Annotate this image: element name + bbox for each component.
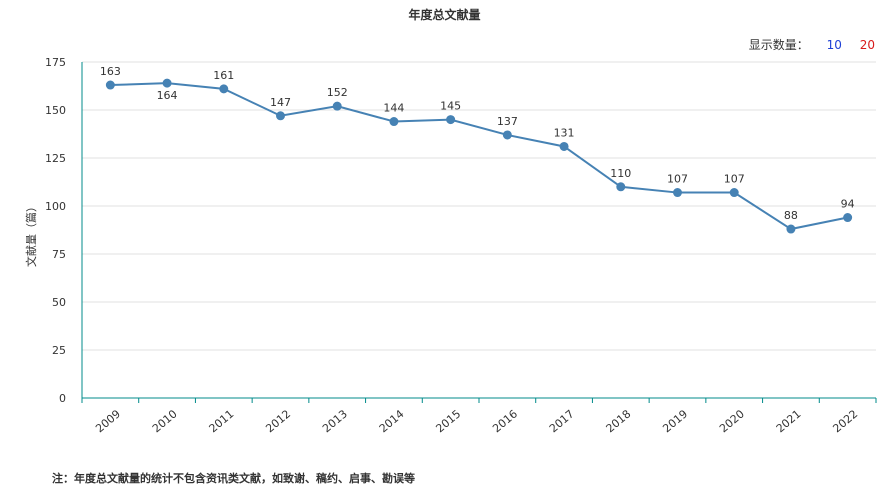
y-tick-label: 50 — [52, 296, 66, 309]
data-point — [843, 213, 853, 223]
display-count-option-20[interactable]: 20 — [859, 38, 875, 52]
data-point — [559, 141, 569, 151]
data-label: 164 — [157, 89, 178, 102]
data-point — [786, 224, 796, 234]
x-tick-label: 2014 — [377, 407, 407, 435]
x-tick-label: 2022 — [830, 407, 860, 435]
data-label: 88 — [784, 209, 798, 222]
y-tick-label: 100 — [45, 200, 66, 213]
footnote: 注：年度总文献量的统计不包含资讯类文献，如致谢、稿约、启事、勘误等 — [52, 472, 415, 485]
display-count-switch: 显示数量： 10 20 — [749, 36, 875, 53]
data-point — [219, 84, 229, 94]
x-tick-label: 2009 — [93, 407, 123, 435]
data-label: 161 — [213, 69, 234, 82]
x-tick-label: 2011 — [207, 407, 237, 435]
data-point — [332, 101, 342, 111]
data-label: 107 — [724, 173, 745, 186]
data-label: 137 — [497, 115, 518, 128]
x-tick-label: 2013 — [320, 407, 350, 435]
data-point — [276, 111, 285, 121]
data-point — [729, 188, 739, 198]
display-count-label: 显示数量： — [748, 38, 809, 52]
data-point — [616, 182, 626, 192]
data-label: 144 — [383, 102, 404, 115]
data-point — [162, 78, 172, 88]
x-tick-label: 2015 — [433, 407, 463, 435]
data-point — [105, 80, 115, 90]
data-point — [389, 117, 399, 127]
y-tick-label: 175 — [45, 56, 66, 69]
data-label: 163 — [100, 65, 121, 78]
x-tick-label: 2018 — [604, 407, 634, 435]
data-point — [446, 115, 456, 125]
x-tick-label: 2021 — [774, 407, 804, 435]
y-tick-label: 150 — [45, 104, 66, 117]
data-label: 147 — [270, 96, 291, 109]
data-label: 110 — [610, 167, 631, 180]
y-tick-label: 0 — [59, 392, 66, 405]
y-axis-title: 文献量（篇） — [24, 201, 38, 267]
x-tick-label: 2016 — [490, 407, 520, 435]
x-tick-label: 2010 — [150, 407, 180, 435]
data-label: 131 — [554, 126, 575, 139]
x-tick-label: 2019 — [660, 407, 690, 435]
data-point — [673, 188, 682, 198]
data-label: 107 — [667, 173, 688, 186]
y-tick-label: 75 — [52, 248, 66, 261]
line-chart: 0 25 50 75 100 125 150 175 2009 2010 2011 2012 2013 2… — [24, 56, 877, 435]
y-tick-label: 125 — [45, 152, 66, 165]
series-line — [110, 82, 848, 231]
y-tick-label: 25 — [52, 344, 66, 357]
x-tick-label: 2020 — [717, 407, 747, 435]
data-label: 152 — [327, 86, 348, 99]
data-label: 145 — [440, 100, 461, 113]
x-tick-label: 2017 — [547, 407, 577, 435]
display-count-option-10[interactable]: 10 — [826, 38, 842, 52]
chart-title: 年度总文献量 — [408, 8, 481, 22]
x-tick-label: 2012 — [263, 407, 293, 435]
data-label: 94 — [841, 198, 855, 211]
data-point — [502, 130, 512, 140]
